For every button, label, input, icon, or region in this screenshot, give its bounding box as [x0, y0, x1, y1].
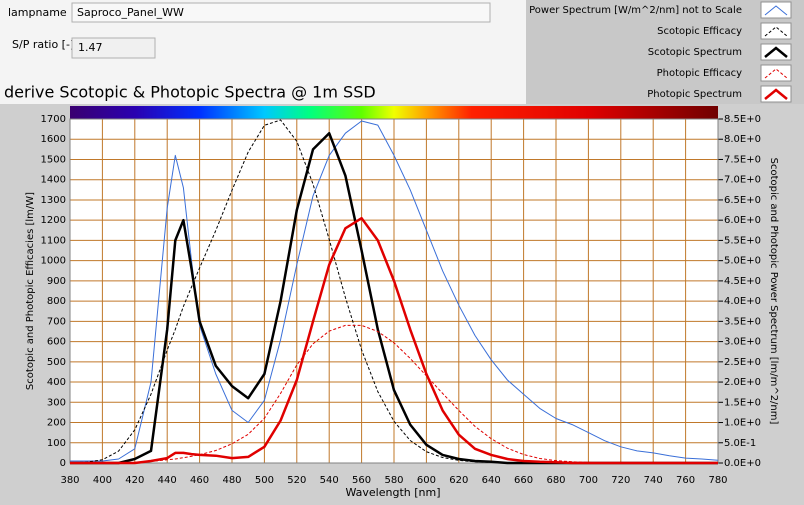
lampname-label: lampname: [8, 6, 67, 19]
y2-tick-label: 1.5E+0: [724, 397, 761, 408]
y2-tick-label: 1.0E+0: [724, 418, 761, 429]
x-tick-label: 620: [449, 475, 468, 486]
y-tick-label: 0: [60, 458, 66, 469]
sp-display: [71, 37, 156, 59]
y-tick-label: 800: [47, 296, 66, 307]
series-line: [70, 216, 718, 465]
x-tick-label: 400: [93, 475, 112, 486]
x-tick-label: 420: [125, 475, 144, 486]
x-tick-label: 700: [579, 475, 598, 486]
x-tick-label: 780: [708, 475, 727, 486]
x-tick-label: 600: [417, 475, 436, 486]
y2-tick-label: 6.5E+0: [724, 195, 761, 206]
x-tick-label: 500: [255, 475, 274, 486]
x-axis-label: Wavelength [nm]: [345, 486, 440, 499]
x-tick-label: 660: [514, 475, 533, 486]
sp-label: S/P ratio [-]: [12, 38, 74, 51]
legend-swatch-box: [760, 43, 792, 61]
legend-swatch: [764, 5, 788, 16]
series-line: [69, 119, 718, 464]
legend-swatch-box: [760, 22, 792, 40]
x-tick-label: 460: [190, 475, 209, 486]
plot-frame: [69, 118, 719, 464]
y2-tick-label: 5.0E+0: [724, 256, 761, 267]
y2-tick-label: 4.0E+0: [724, 296, 761, 307]
x-tick-label: 680: [546, 475, 565, 486]
y2-tick-label: 6.0E+0: [724, 215, 761, 226]
y2-tick-label: 7.5E+0: [724, 154, 761, 165]
y2-tick-label: 8.0E+0: [724, 134, 761, 145]
x-tick-label: 520: [287, 475, 306, 486]
legend-label: Scotopic Spectrum: [648, 47, 742, 58]
y-tick-label: 1100: [41, 235, 66, 246]
x-tick-label: 760: [676, 475, 695, 486]
legend-label: Photopic Efficacy: [657, 68, 742, 79]
x-tick-label: 440: [158, 475, 177, 486]
y-tick-label: 1300: [41, 195, 66, 206]
y2-tick-label: 4.5E+0: [724, 276, 761, 287]
lampname-input[interactable]: [71, 2, 491, 23]
y2-tick-label: 5.5E+0: [724, 235, 761, 246]
y2-tick-label: 3.0E+0: [724, 337, 761, 348]
y-tick-label: 400: [47, 377, 66, 388]
y-tick-label: 100: [47, 438, 66, 449]
y-tick-label: 1000: [41, 256, 66, 267]
x-tick-label: 480: [222, 475, 241, 486]
y-tick-label: 1400: [41, 175, 66, 186]
y-tick-label: 1500: [41, 154, 66, 165]
y-tick-label: 900: [47, 276, 66, 287]
y-tick-label: 200: [47, 418, 66, 429]
legend-swatch: [764, 46, 788, 58]
legend-label: Scotopic Efficacy: [657, 26, 742, 37]
y2-tick-label: 7.0E+0: [724, 175, 761, 186]
y-tick-label: 1700: [41, 114, 66, 125]
y-tick-label: 1600: [41, 134, 66, 145]
legend-label: Photopic Spectrum: [647, 89, 742, 100]
series-line: [70, 120, 719, 462]
y-tick-label: 700: [47, 316, 66, 327]
y2-tick-label: 3.5E+0: [724, 316, 761, 327]
y2-tick-label: 0.0E+0: [724, 458, 761, 469]
x-tick-label: 560: [352, 475, 371, 486]
y2-tick-label: 2.5E+0: [724, 357, 761, 368]
legend-swatch: [764, 88, 788, 100]
spectrum-bar: [70, 106, 718, 119]
x-tick-label: 740: [644, 475, 663, 486]
y2-tick-label: 8.5E+0: [724, 114, 761, 125]
y2-tick-label: 5.0E-1: [724, 438, 756, 449]
legend-swatch-box: [760, 85, 792, 103]
chart-title: derive Scotopic & Photopic Spectra @ 1m …: [4, 83, 376, 102]
x-tick-label: 580: [384, 475, 403, 486]
y2-axis-label: Scotopic and Photopic Power Spectrum [lm…: [768, 158, 779, 425]
legend-swatch-box: [760, 64, 792, 82]
y-tick-label: 600: [47, 337, 66, 348]
legend: [526, 0, 804, 104]
y2-tick-label: 2.0E+0: [724, 377, 761, 388]
y-tick-label: 1200: [41, 215, 66, 226]
legend-label: Power Spectrum [W/m^2/nm] not to Scale: [529, 5, 742, 16]
x-tick-label: 540: [320, 475, 339, 486]
y-tick-label: 500: [47, 357, 66, 368]
y-axis-label: Scotopic and Photopic Efficacies [lm/W]: [25, 192, 36, 390]
x-tick-label: 640: [482, 475, 501, 486]
y-tick-label: 300: [47, 397, 66, 408]
lampname-value[interactable]: Saproco_Panel_WW: [77, 6, 184, 19]
sp-value: 1.47: [78, 41, 103, 54]
x-tick-label: 380: [60, 475, 79, 486]
legend-swatch-box: [760, 1, 792, 19]
x-tick-label: 720: [611, 475, 630, 486]
